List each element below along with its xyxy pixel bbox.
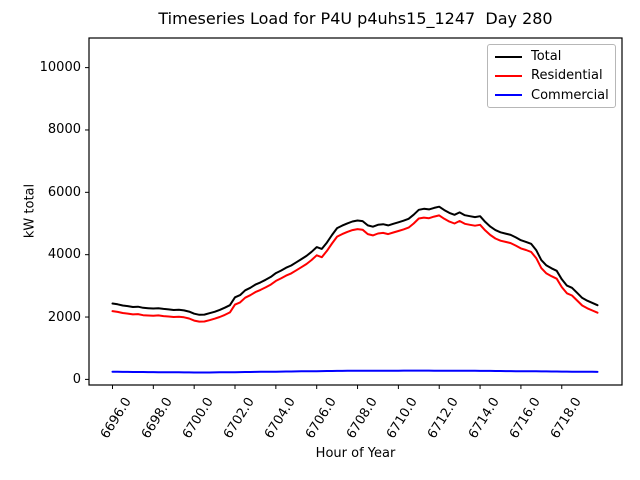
y-tick-label: 6000	[47, 184, 81, 200]
y-tick-label: 0	[72, 371, 81, 387]
y-tick-label: 2000	[47, 309, 81, 325]
series-line-commercial	[111, 369, 599, 374]
legend: Total Residential Commercial	[487, 44, 616, 108]
series-line-residential	[111, 214, 599, 323]
legend-line-total-icon	[495, 55, 522, 58]
y-tick-label: 10000	[39, 60, 81, 76]
chart-title: Timeseries Load for P4U p4uhs15_1247 Day…	[158, 9, 553, 28]
legend-entry-commercial: Commercial	[495, 87, 609, 103]
y-tick-label: 4000	[47, 247, 81, 263]
legend-line-residential-icon	[495, 74, 522, 77]
legend-label-residential: Residential	[531, 68, 603, 84]
series-line-total	[111, 205, 599, 316]
plot-border	[88, 37, 623, 386]
legend-label-commercial: Commercial	[531, 87, 609, 103]
legend-entry-total: Total	[495, 49, 608, 64]
legend-entry-residential: Residential	[495, 68, 608, 83]
legend-line-commercial-icon	[495, 94, 522, 97]
legend-label-total: Total	[531, 49, 562, 65]
y-tick-label: 8000	[47, 122, 81, 138]
x-axis-label: Hour of Year	[315, 446, 396, 461]
